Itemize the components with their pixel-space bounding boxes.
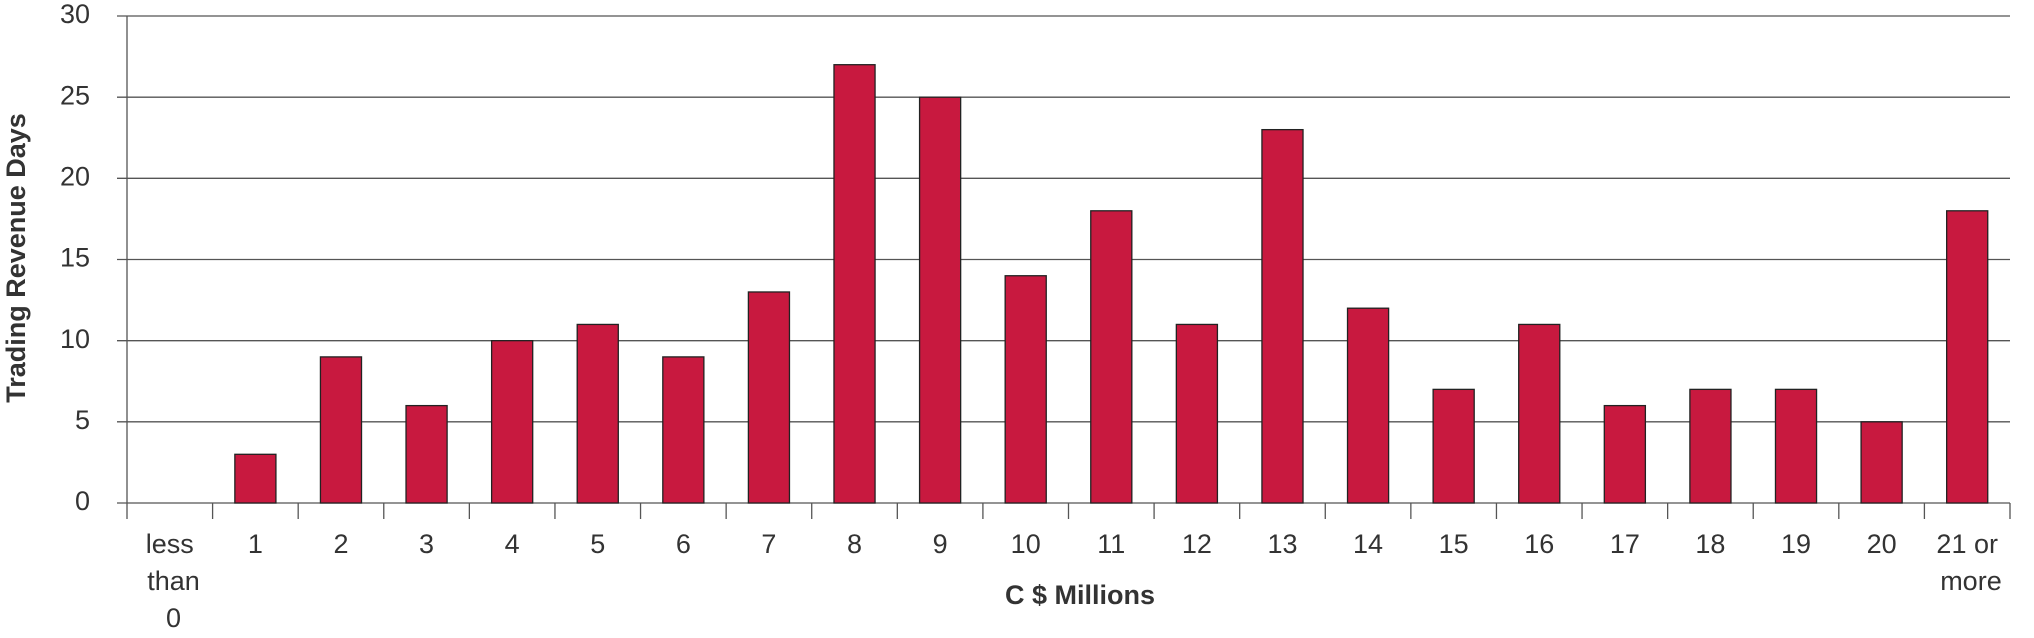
x-tick-label: 4 — [505, 529, 520, 559]
y-tick-label: 25 — [60, 80, 90, 110]
bar — [1603, 404, 1647, 504]
bar — [1689, 388, 1732, 504]
y-tick-label: 0 — [75, 486, 90, 516]
x-tick-label: 13 — [1267, 529, 1297, 559]
bar — [576, 323, 619, 504]
bar — [490, 340, 534, 504]
bar — [1175, 323, 1219, 504]
x-axis-title: C $ Millions — [1005, 580, 1155, 610]
x-tick-label: less than 0 — [140, 529, 200, 633]
x-tick-label: 5 — [590, 529, 605, 559]
bar — [1432, 388, 1475, 504]
bar — [405, 404, 448, 504]
x-tick-label: 16 — [1524, 529, 1554, 559]
x-tick-label: 17 — [1610, 529, 1640, 559]
y-tick-label: 15 — [60, 243, 90, 273]
bar — [1346, 307, 1390, 504]
x-tick-label: 14 — [1353, 529, 1383, 559]
x-tick-label: 2 — [333, 529, 348, 559]
bar — [1004, 275, 1047, 504]
bar — [747, 291, 791, 504]
y-tick-label: 5 — [75, 405, 90, 435]
x-tick-label: 12 — [1182, 529, 1212, 559]
x-tick-label: 15 — [1439, 529, 1469, 559]
y-tick-label: 30 — [60, 0, 90, 29]
x-tick-label: 9 — [933, 529, 948, 559]
bar — [234, 453, 277, 504]
bar — [1946, 210, 1989, 504]
bar — [1518, 323, 1561, 504]
bar — [1090, 210, 1133, 504]
bar — [662, 356, 705, 504]
bar — [1774, 388, 1818, 504]
x-tick-label: 19 — [1781, 529, 1811, 559]
x-tick-label: 10 — [1011, 529, 1041, 559]
bar — [319, 356, 363, 504]
x-tick-label: 21 or more — [1933, 529, 2002, 596]
x-tick-label: 1 — [248, 529, 263, 559]
x-tick-label: 8 — [847, 529, 862, 559]
x-tick-label: 20 — [1867, 529, 1897, 559]
x-tick-label: 3 — [419, 529, 434, 559]
y-axis-title: Trading Revenue Days — [1, 113, 31, 403]
y-tick-label: 10 — [60, 324, 90, 354]
y-tick-label: 20 — [60, 161, 90, 191]
x-tick-label: 11 — [1097, 529, 1125, 559]
bar — [1860, 421, 1903, 504]
bar — [1261, 128, 1304, 504]
x-tick-label: 7 — [761, 529, 776, 559]
bar — [918, 96, 962, 504]
x-tick-label: 6 — [676, 529, 691, 559]
bar — [833, 64, 876, 504]
x-tick-label: 18 — [1695, 529, 1725, 559]
